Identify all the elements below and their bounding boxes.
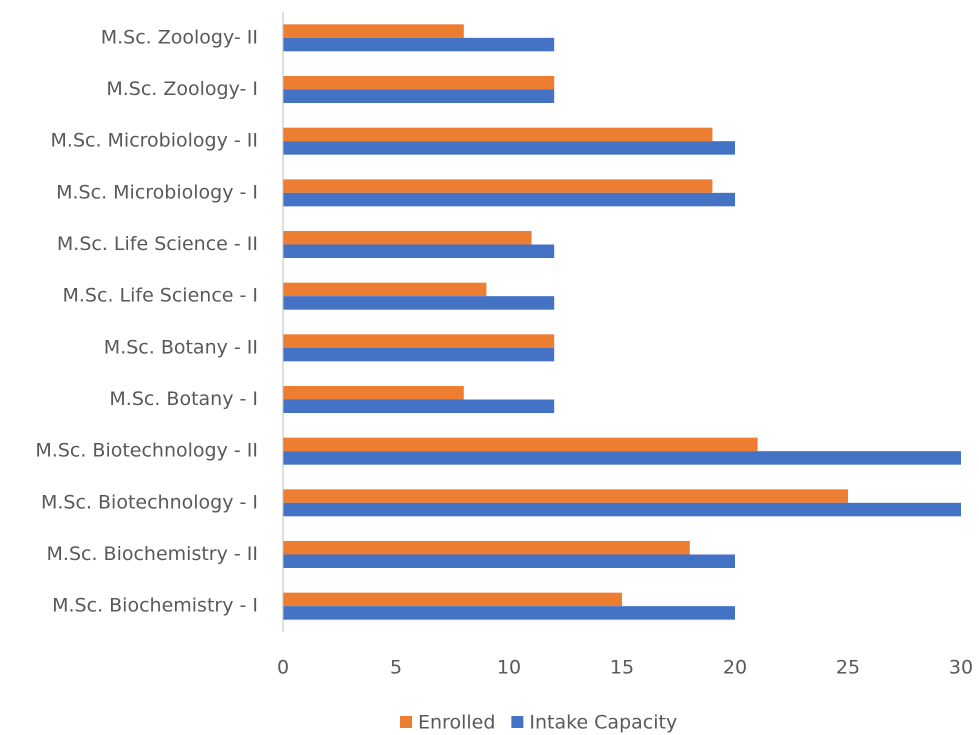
bar — [283, 541, 690, 555]
y-tick-label: M.Sc. Biotechnology - II — [35, 440, 258, 462]
x-tick-label: 0 — [277, 657, 289, 679]
x-tick-label: 10 — [497, 657, 521, 679]
y-tick-label: M.Sc. Botany - II — [104, 336, 258, 358]
bar — [283, 24, 464, 38]
bar — [283, 179, 713, 193]
x-tick-label: 25 — [836, 657, 860, 679]
x-tick-label: 5 — [390, 657, 402, 679]
y-tick-label: M.Sc. Life Science - II — [57, 233, 258, 255]
bar — [283, 451, 961, 465]
bar — [283, 386, 464, 400]
y-tick-label: M.Sc. Microbiology - I — [56, 181, 258, 203]
bar — [283, 192, 735, 207]
bar — [283, 231, 532, 245]
y-tick-label: M.Sc. Zoology- I — [106, 78, 258, 100]
bar — [283, 76, 555, 90]
bar — [283, 437, 758, 452]
bar — [283, 282, 487, 297]
y-tick-label: M.Sc. Zoology- II — [101, 26, 258, 48]
y-tick-label: M.Sc. Biochemistry - I — [52, 595, 258, 617]
x-tick-label: 30 — [949, 657, 973, 679]
legend-swatch — [400, 716, 412, 728]
bar — [283, 502, 961, 517]
bar — [283, 347, 555, 362]
legend-swatch — [511, 716, 524, 728]
bar — [283, 37, 555, 52]
bar — [283, 399, 555, 413]
bar — [283, 606, 735, 620]
legend-label: Enrolled — [418, 712, 495, 734]
bar — [283, 141, 735, 155]
x-tick-label: 15 — [610, 657, 634, 679]
bar — [283, 592, 622, 607]
y-tick-label: M.Sc. Biochemistry - II — [47, 543, 258, 565]
y-tick-label: M.Sc. Life Science - I — [63, 285, 259, 307]
bar — [283, 334, 555, 348]
bar — [283, 89, 555, 103]
bar — [283, 554, 735, 568]
bar — [283, 489, 848, 503]
y-tick-label: M.Sc. Microbiology - II — [51, 130, 258, 152]
x-tick-label: 20 — [723, 657, 747, 679]
bar — [283, 296, 555, 310]
bar — [283, 244, 555, 258]
y-tick-label: M.Sc. Botany - I — [109, 388, 258, 410]
bar — [283, 127, 713, 142]
y-tick-label: M.Sc. Biotechnology - I — [41, 491, 258, 513]
legend-label: Intake Capacity — [529, 712, 677, 734]
